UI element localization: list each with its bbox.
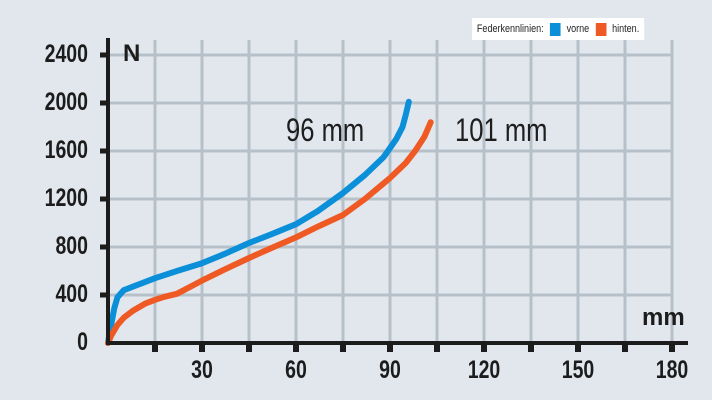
legend-swatch-front bbox=[550, 22, 561, 36]
x-tick-label: 90 bbox=[379, 356, 401, 384]
x-tick-label: 150 bbox=[561, 356, 595, 384]
x-axis-unit: mm bbox=[642, 304, 685, 331]
y-tick-label: 1600 bbox=[44, 136, 88, 164]
curves bbox=[105, 98, 434, 346]
y-tick-label: 800 bbox=[55, 232, 88, 260]
legend-title: Federkennlinien: bbox=[476, 23, 544, 35]
curve-hinten bbox=[105, 119, 434, 346]
y-tick-label: 2400 bbox=[44, 40, 88, 68]
y-tick-label: 0 bbox=[77, 328, 88, 356]
y-tick-label: 2000 bbox=[44, 88, 88, 116]
grid bbox=[108, 40, 674, 343]
axes bbox=[100, 38, 688, 352]
y-tick-label: 1200 bbox=[44, 184, 88, 212]
legend-label-rear: hinten. bbox=[612, 23, 640, 35]
x-tick-label: 30 bbox=[191, 356, 213, 384]
x-tick-label: 180 bbox=[655, 356, 689, 384]
curve-vorne bbox=[105, 98, 412, 346]
x-tick-label: 120 bbox=[467, 356, 501, 384]
x-tick-label: 60 bbox=[285, 356, 307, 384]
rear-travel-label: 101 mm bbox=[455, 112, 548, 148]
y-axis-unit: N bbox=[123, 40, 141, 67]
y-tick-label: 400 bbox=[55, 280, 88, 308]
front-travel-label: 96 mm bbox=[286, 112, 365, 148]
legend-swatch-rear bbox=[595, 22, 607, 36]
legend: Federkennlinien: vorne hinten. bbox=[472, 18, 645, 40]
legend-label-front: vorne bbox=[566, 23, 590, 35]
